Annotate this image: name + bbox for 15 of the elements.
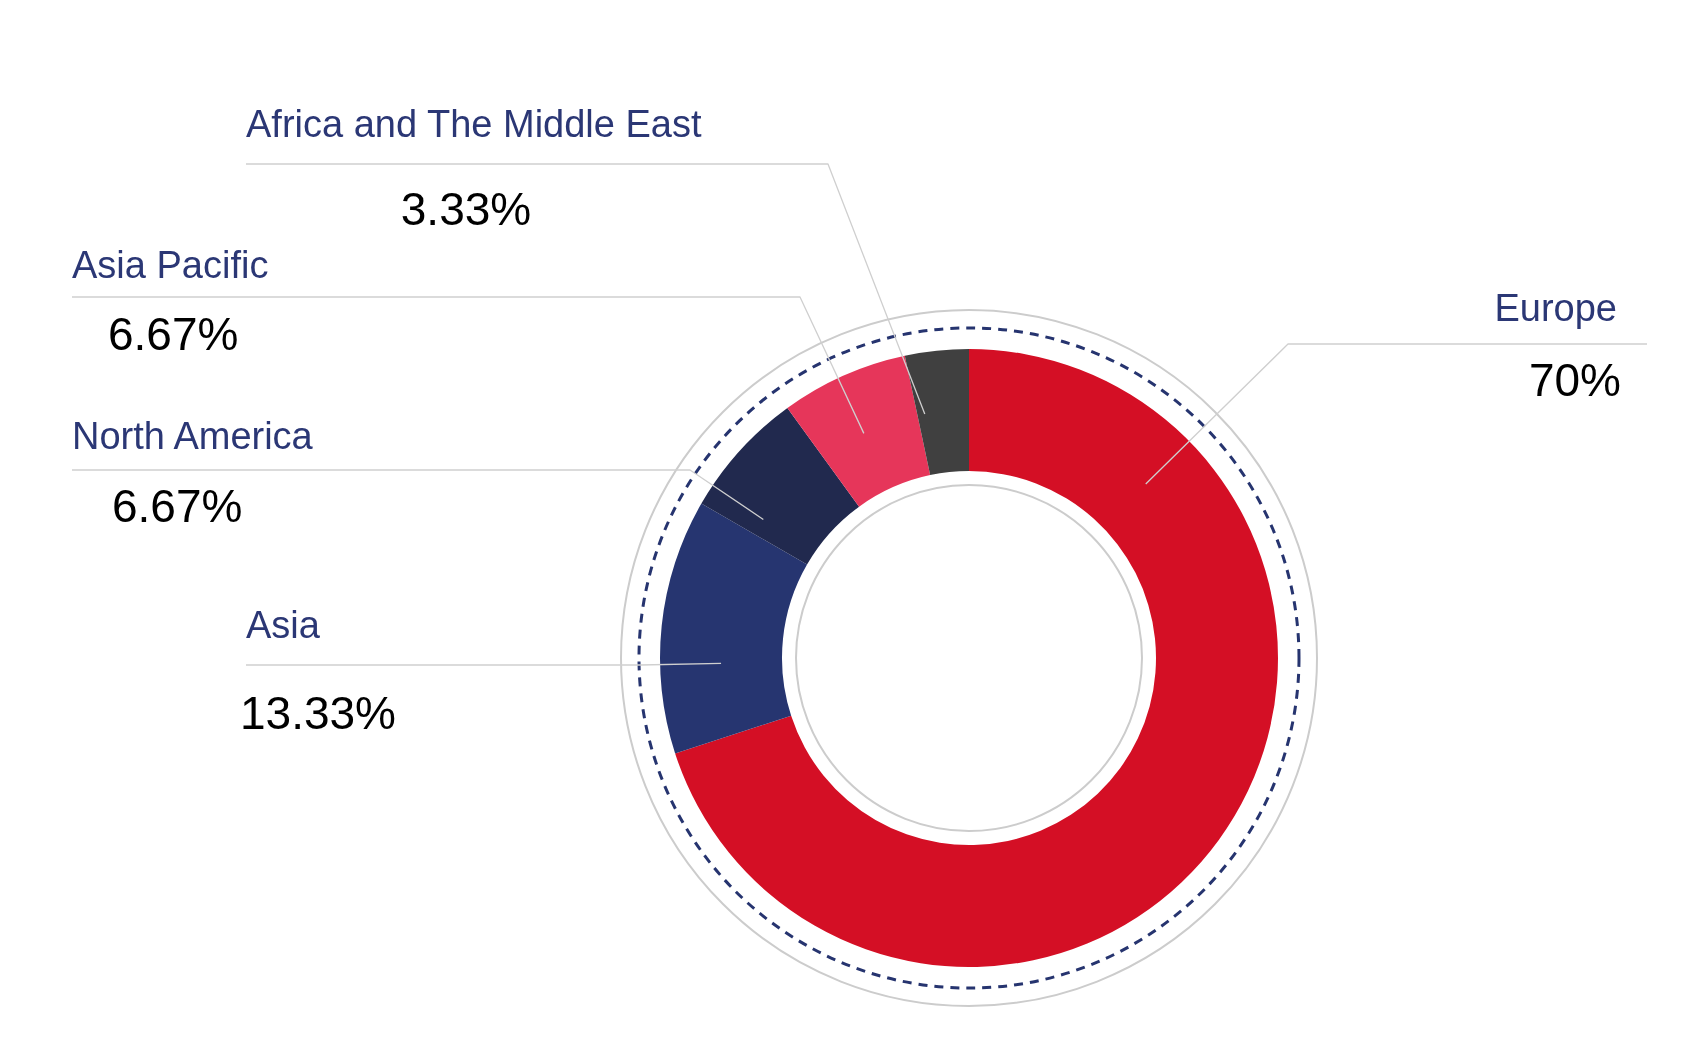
donut-slice bbox=[701, 408, 860, 565]
data-label: 3.33% bbox=[400, 183, 532, 235]
donut-slice bbox=[660, 503, 808, 754]
slice-label: Asia bbox=[246, 604, 321, 646]
data-label: 6.67% bbox=[108, 308, 239, 360]
data-label: 6.67% bbox=[112, 480, 243, 532]
slice-label: Europe bbox=[1494, 287, 1617, 329]
data-label: 70% bbox=[1528, 354, 1621, 406]
slice-label: North America bbox=[72, 415, 314, 457]
slice-label: Africa and The Middle East bbox=[246, 103, 702, 145]
data-label: 13.33% bbox=[240, 687, 397, 739]
slice-label: Asia Pacific bbox=[72, 244, 269, 286]
donut-slice bbox=[787, 355, 931, 507]
donut-slice bbox=[675, 349, 1278, 967]
donut-slice bbox=[904, 349, 969, 476]
